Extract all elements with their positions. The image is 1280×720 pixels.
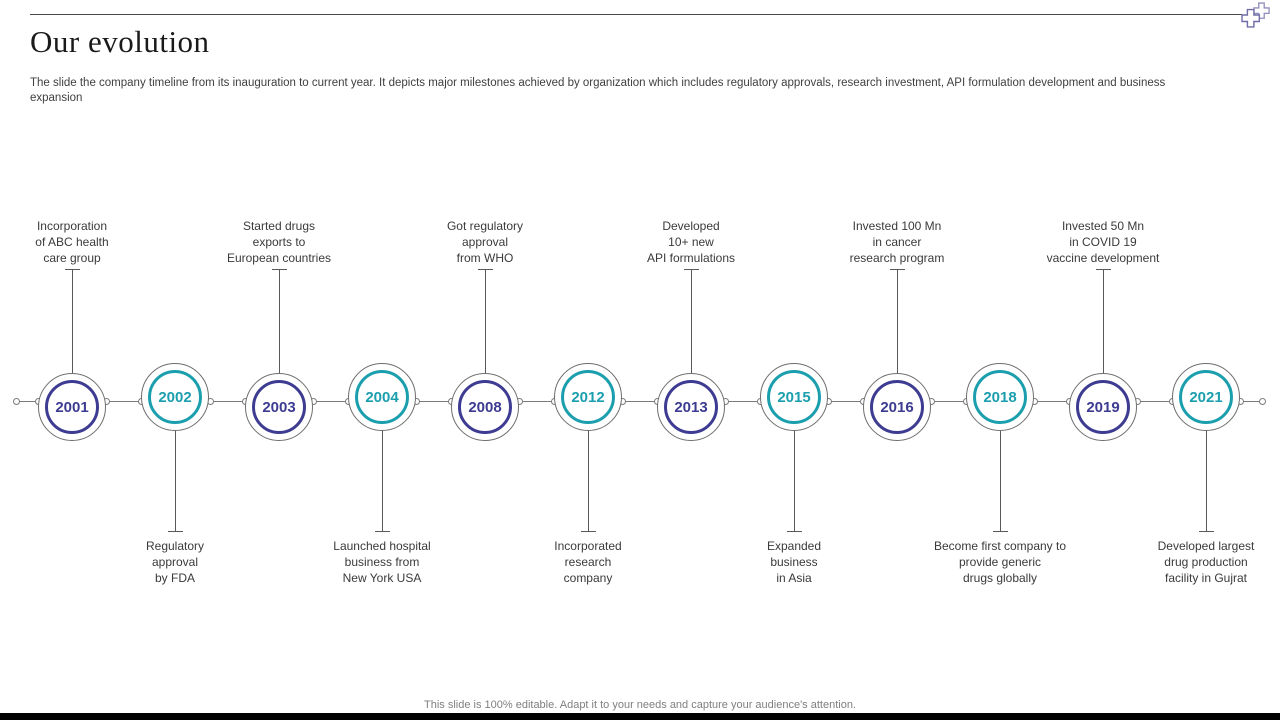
year-ring: 2015 — [760, 363, 828, 431]
year-label: 2019 — [1086, 398, 1120, 416]
milestone-label[interactable]: Regulatory approval by FDA — [145, 539, 205, 585]
timeline-connector — [1237, 398, 1266, 405]
year-ring: 2019 — [1069, 373, 1137, 441]
timeline-connector — [825, 398, 867, 405]
year-label: 2018 — [983, 388, 1017, 406]
year-ring: 2003 — [245, 373, 313, 441]
milestone-label[interactable]: Developed largest drug production facili… — [1157, 539, 1255, 585]
milestone-label[interactable]: Got regulatory approval from WHO — [446, 219, 524, 265]
milestone-stem-cap — [581, 531, 596, 532]
milestone-stem-line — [794, 431, 795, 532]
year-ring: 2012 — [554, 363, 622, 431]
year-label: 2012 — [571, 388, 605, 406]
year-ring: 2008 — [451, 373, 519, 441]
milestone-stem-cap — [375, 531, 390, 532]
year-circle[interactable]: 2002 — [148, 370, 202, 424]
timeline-connector — [516, 398, 558, 405]
timeline-connector — [207, 398, 249, 405]
timeline-connector — [103, 398, 145, 405]
year-circle[interactable]: 2015 — [767, 370, 821, 424]
year-ring: 2021 — [1172, 363, 1240, 431]
milestone-stem-line — [1000, 431, 1001, 532]
milestone-stem-cap — [478, 269, 493, 270]
milestone-stem-line — [1206, 431, 1207, 532]
milestone-stem-line — [897, 269, 898, 373]
year-circle[interactable]: 2003 — [252, 380, 306, 434]
timeline-connector — [1031, 398, 1073, 405]
milestone-stem-cap — [993, 531, 1008, 532]
milestone-stem-line — [691, 269, 692, 373]
year-ring: 2001 — [38, 373, 106, 441]
milestone-stem-line — [175, 431, 176, 532]
page-title[interactable]: Our evolution — [30, 24, 210, 59]
year-ring: 2013 — [657, 373, 725, 441]
year-label: 2021 — [1189, 388, 1223, 406]
milestone-stem-cap — [1096, 269, 1111, 270]
milestone-label[interactable]: Launched hospital business from New York… — [333, 539, 431, 585]
year-circle[interactable]: 2021 — [1179, 370, 1233, 424]
milestone-stem-cap — [168, 531, 183, 532]
year-circle[interactable]: 2008 — [458, 380, 512, 434]
milestone-label[interactable]: Become first company to provide generic … — [933, 539, 1067, 585]
year-circle[interactable]: 2001 — [45, 380, 99, 434]
milestone-label[interactable]: Invested 50 Mn in COVID 19 vaccine devel… — [1046, 219, 1160, 265]
year-label: 2003 — [262, 398, 296, 416]
milestone-label[interactable]: Started drugs exports to European countr… — [226, 219, 332, 265]
milestone-stem-line — [588, 431, 589, 532]
timeline-connector — [722, 398, 764, 405]
year-label: 2008 — [468, 398, 502, 416]
milestone-stem-line — [485, 269, 486, 373]
medical-cross-icon — [1238, 2, 1272, 28]
milestone-label[interactable]: Developed 10+ new API formulations — [646, 219, 736, 265]
milestone-stem-line — [279, 269, 280, 373]
year-label: 2013 — [674, 398, 708, 416]
milestone-stem-cap — [787, 531, 802, 532]
year-label: 2002 — [158, 388, 192, 406]
timeline-connector — [13, 398, 42, 405]
year-circle[interactable]: 2019 — [1076, 380, 1130, 434]
milestone-label[interactable]: Incorporated research company — [554, 539, 622, 585]
milestone-stem-cap — [65, 269, 80, 270]
milestone-label[interactable]: Invested 100 Mn in cancer research progr… — [849, 219, 945, 265]
milestone-stem-line — [72, 269, 73, 373]
timeline-connector — [619, 398, 661, 405]
footer-note: This slide is 100% editable. Adapt it to… — [424, 699, 856, 711]
year-label: 2001 — [55, 398, 89, 416]
year-circle[interactable]: 2018 — [973, 370, 1027, 424]
milestone-stem-line — [382, 431, 383, 532]
year-circle[interactable]: 2013 — [664, 380, 718, 434]
milestone-stem-line — [1103, 269, 1104, 373]
year-label: 2004 — [365, 388, 399, 406]
milestone-stem-cap — [1199, 531, 1214, 532]
year-label: 2016 — [880, 398, 914, 416]
milestone-stem-cap — [890, 269, 905, 270]
timeline-connector — [310, 398, 352, 405]
year-ring: 2016 — [863, 373, 931, 441]
bottom-accent-bar — [0, 713, 1280, 720]
milestone-stem-cap — [272, 269, 287, 270]
year-ring: 2004 — [348, 363, 416, 431]
timeline-connector — [928, 398, 970, 405]
year-circle[interactable]: 2004 — [355, 370, 409, 424]
slide-description[interactable]: The slide the company timeline from its … — [30, 77, 1166, 104]
year-ring: 2018 — [966, 363, 1034, 431]
milestone-stem-cap — [684, 269, 699, 270]
year-ring: 2002 — [141, 363, 209, 431]
milestone-label[interactable]: Expanded business in Asia — [766, 539, 822, 585]
year-circle[interactable]: 2012 — [561, 370, 615, 424]
year-circle[interactable]: 2016 — [870, 380, 924, 434]
milestone-label[interactable]: Incorporation of ABC health care group — [35, 219, 109, 265]
year-label: 2015 — [777, 388, 811, 406]
timeline-connector — [1134, 398, 1176, 405]
timeline-connector — [413, 398, 455, 405]
top-divider-line — [30, 14, 1242, 15]
